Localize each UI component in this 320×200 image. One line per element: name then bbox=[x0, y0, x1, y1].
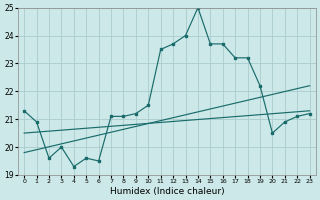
X-axis label: Humidex (Indice chaleur): Humidex (Indice chaleur) bbox=[109, 187, 224, 196]
